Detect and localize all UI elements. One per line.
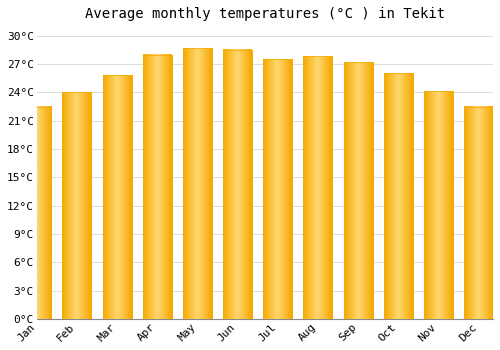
Bar <box>464 106 493 319</box>
Bar <box>102 75 132 319</box>
Title: Average monthly temperatures (°C ) in Tekit: Average monthly temperatures (°C ) in Te… <box>85 7 445 21</box>
Bar <box>223 50 252 319</box>
Bar <box>143 55 172 319</box>
Bar <box>143 55 172 319</box>
Bar <box>304 56 332 319</box>
Bar <box>22 106 51 319</box>
Bar <box>424 91 453 319</box>
Bar <box>344 62 372 319</box>
Bar <box>62 92 92 319</box>
Bar <box>264 59 292 319</box>
Bar <box>264 59 292 319</box>
Bar <box>464 106 493 319</box>
Bar <box>223 50 252 319</box>
Bar <box>424 91 453 319</box>
Bar <box>384 74 412 319</box>
Bar <box>22 106 51 319</box>
Bar <box>62 92 92 319</box>
Bar <box>102 75 132 319</box>
Bar <box>304 56 332 319</box>
Bar <box>384 74 412 319</box>
Bar <box>183 48 212 319</box>
Bar <box>183 48 212 319</box>
Bar <box>344 62 372 319</box>
